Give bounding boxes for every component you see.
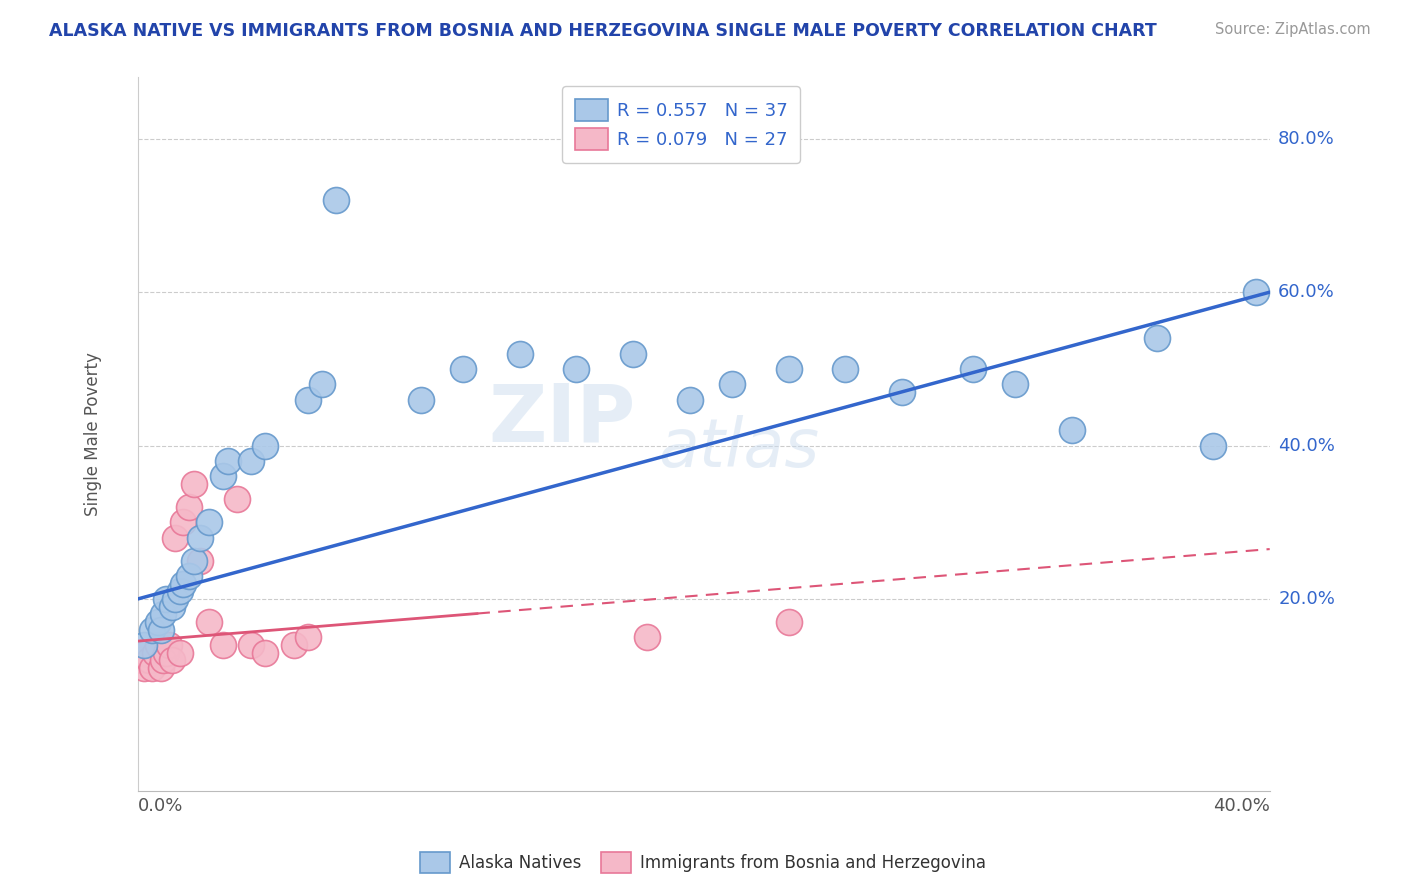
- Text: 40.0%: 40.0%: [1278, 436, 1336, 455]
- Point: [172, 515, 194, 529]
- Point: [254, 646, 277, 660]
- Point: [453, 362, 475, 376]
- Point: [157, 638, 180, 652]
- Point: [962, 362, 984, 376]
- Point: [778, 362, 800, 376]
- Point: [283, 638, 305, 652]
- Text: 40.0%: 40.0%: [1213, 797, 1270, 814]
- Point: [146, 638, 169, 652]
- Text: 0.0%: 0.0%: [138, 797, 183, 814]
- Point: [149, 623, 172, 637]
- Point: [138, 653, 160, 667]
- Point: [1060, 423, 1083, 437]
- Point: [197, 615, 219, 629]
- Point: [226, 492, 249, 507]
- Point: [565, 362, 588, 376]
- Point: [143, 646, 166, 660]
- Point: [297, 630, 319, 644]
- Point: [183, 553, 205, 567]
- Point: [240, 638, 263, 652]
- Text: Source: ZipAtlas.com: Source: ZipAtlas.com: [1215, 22, 1371, 37]
- Point: [132, 638, 155, 652]
- Point: [1244, 285, 1267, 300]
- Point: [129, 653, 152, 667]
- Point: [890, 384, 912, 399]
- Point: [149, 661, 172, 675]
- Point: [834, 362, 856, 376]
- Text: 60.0%: 60.0%: [1278, 283, 1334, 301]
- Text: 80.0%: 80.0%: [1278, 130, 1334, 148]
- Point: [132, 661, 155, 675]
- Point: [679, 392, 702, 407]
- Point: [636, 630, 658, 644]
- Point: [1202, 438, 1225, 452]
- Point: [254, 438, 277, 452]
- Point: [141, 661, 163, 675]
- Point: [177, 500, 200, 514]
- Point: [311, 377, 333, 392]
- Point: [135, 646, 157, 660]
- Point: [197, 515, 219, 529]
- Point: [160, 653, 183, 667]
- Text: ZIP: ZIP: [489, 381, 636, 458]
- Point: [141, 623, 163, 637]
- Point: [509, 346, 531, 360]
- Point: [169, 646, 191, 660]
- Point: [1146, 331, 1168, 345]
- Point: [778, 615, 800, 629]
- Text: 20.0%: 20.0%: [1278, 590, 1336, 608]
- Point: [721, 377, 744, 392]
- Point: [177, 569, 200, 583]
- Point: [211, 638, 233, 652]
- Point: [325, 193, 347, 207]
- Text: ALASKA NATIVE VS IMMIGRANTS FROM BOSNIA AND HERZEGOVINA SINGLE MALE POVERTY CORR: ALASKA NATIVE VS IMMIGRANTS FROM BOSNIA …: [49, 22, 1157, 40]
- Point: [152, 653, 174, 667]
- Legend: Alaska Natives, Immigrants from Bosnia and Herzegovina: Alaska Natives, Immigrants from Bosnia a…: [413, 846, 993, 880]
- Point: [240, 454, 263, 468]
- Point: [621, 346, 644, 360]
- Point: [183, 476, 205, 491]
- Point: [152, 607, 174, 622]
- Legend: R = 0.557   N = 37, R = 0.079   N = 27: R = 0.557 N = 37, R = 0.079 N = 27: [562, 87, 800, 163]
- Point: [160, 599, 183, 614]
- Point: [409, 392, 432, 407]
- Point: [169, 584, 191, 599]
- Text: atlas: atlas: [658, 416, 820, 482]
- Point: [163, 591, 186, 606]
- Point: [155, 591, 177, 606]
- Point: [211, 469, 233, 483]
- Point: [217, 454, 239, 468]
- Point: [146, 615, 169, 629]
- Point: [155, 646, 177, 660]
- Point: [188, 531, 211, 545]
- Point: [163, 531, 186, 545]
- Point: [188, 553, 211, 567]
- Point: [1004, 377, 1026, 392]
- Point: [172, 576, 194, 591]
- Point: [297, 392, 319, 407]
- Text: Single Male Poverty: Single Male Poverty: [83, 352, 101, 516]
